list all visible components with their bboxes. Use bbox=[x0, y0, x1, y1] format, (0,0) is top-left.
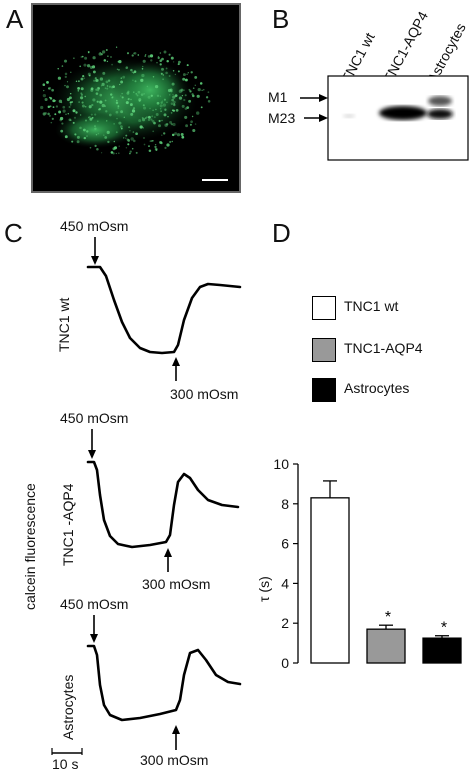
bar bbox=[310, 497, 350, 664]
legend-swatch bbox=[312, 296, 336, 320]
significance-marker: * bbox=[385, 609, 391, 626]
trace-stimulus-off-label: 300 mOsm bbox=[170, 386, 239, 402]
panel-letter-d: D bbox=[272, 218, 291, 248]
legend: TNC1 wt TNC1-AQP4 Astrocytes bbox=[300, 292, 470, 402]
panel-letter-b: B bbox=[272, 4, 290, 34]
legend-swatch bbox=[312, 338, 336, 362]
trace-tnc1-aqp4 bbox=[86, 460, 240, 549]
significance-marker: * bbox=[441, 620, 447, 637]
panel-letter-c: C bbox=[4, 218, 23, 248]
trace-stimulus-off-label: 300 mOsm bbox=[140, 752, 209, 768]
trace-stimulus-off-label: 300 mOsm bbox=[142, 576, 211, 592]
trace-stimulus-on-label: 450 mOsm bbox=[60, 410, 129, 426]
y-tick-label: 10 bbox=[273, 456, 289, 472]
y-tick-label: 6 bbox=[281, 536, 289, 552]
trace-tnc1-wt bbox=[86, 265, 242, 355]
blot-marker-label: M23 bbox=[268, 110, 296, 126]
legend-label: TNC1-AQP4 bbox=[344, 340, 423, 356]
blot-marker-label: M1 bbox=[268, 89, 288, 105]
panel-letter-a: A bbox=[6, 4, 24, 34]
legend-swatch bbox=[312, 378, 336, 402]
trace-astrocytes bbox=[86, 644, 242, 722]
legend-label: TNC1 wt bbox=[344, 298, 399, 314]
y-tick-label: 8 bbox=[281, 496, 289, 512]
y-tick-label: 2 bbox=[281, 615, 289, 631]
y-tick-label: 0 bbox=[281, 655, 289, 671]
legend-label: Astrocytes bbox=[344, 380, 410, 396]
y-tick-label: 4 bbox=[281, 575, 289, 591]
bar bbox=[366, 628, 406, 664]
bar bbox=[422, 637, 462, 664]
scalebar-label: 10 s bbox=[52, 756, 79, 772]
trace-stimulus-on-label: 450 mOsm bbox=[60, 596, 129, 612]
trace-stimulus-on-label: 450 mOsm bbox=[60, 218, 129, 234]
